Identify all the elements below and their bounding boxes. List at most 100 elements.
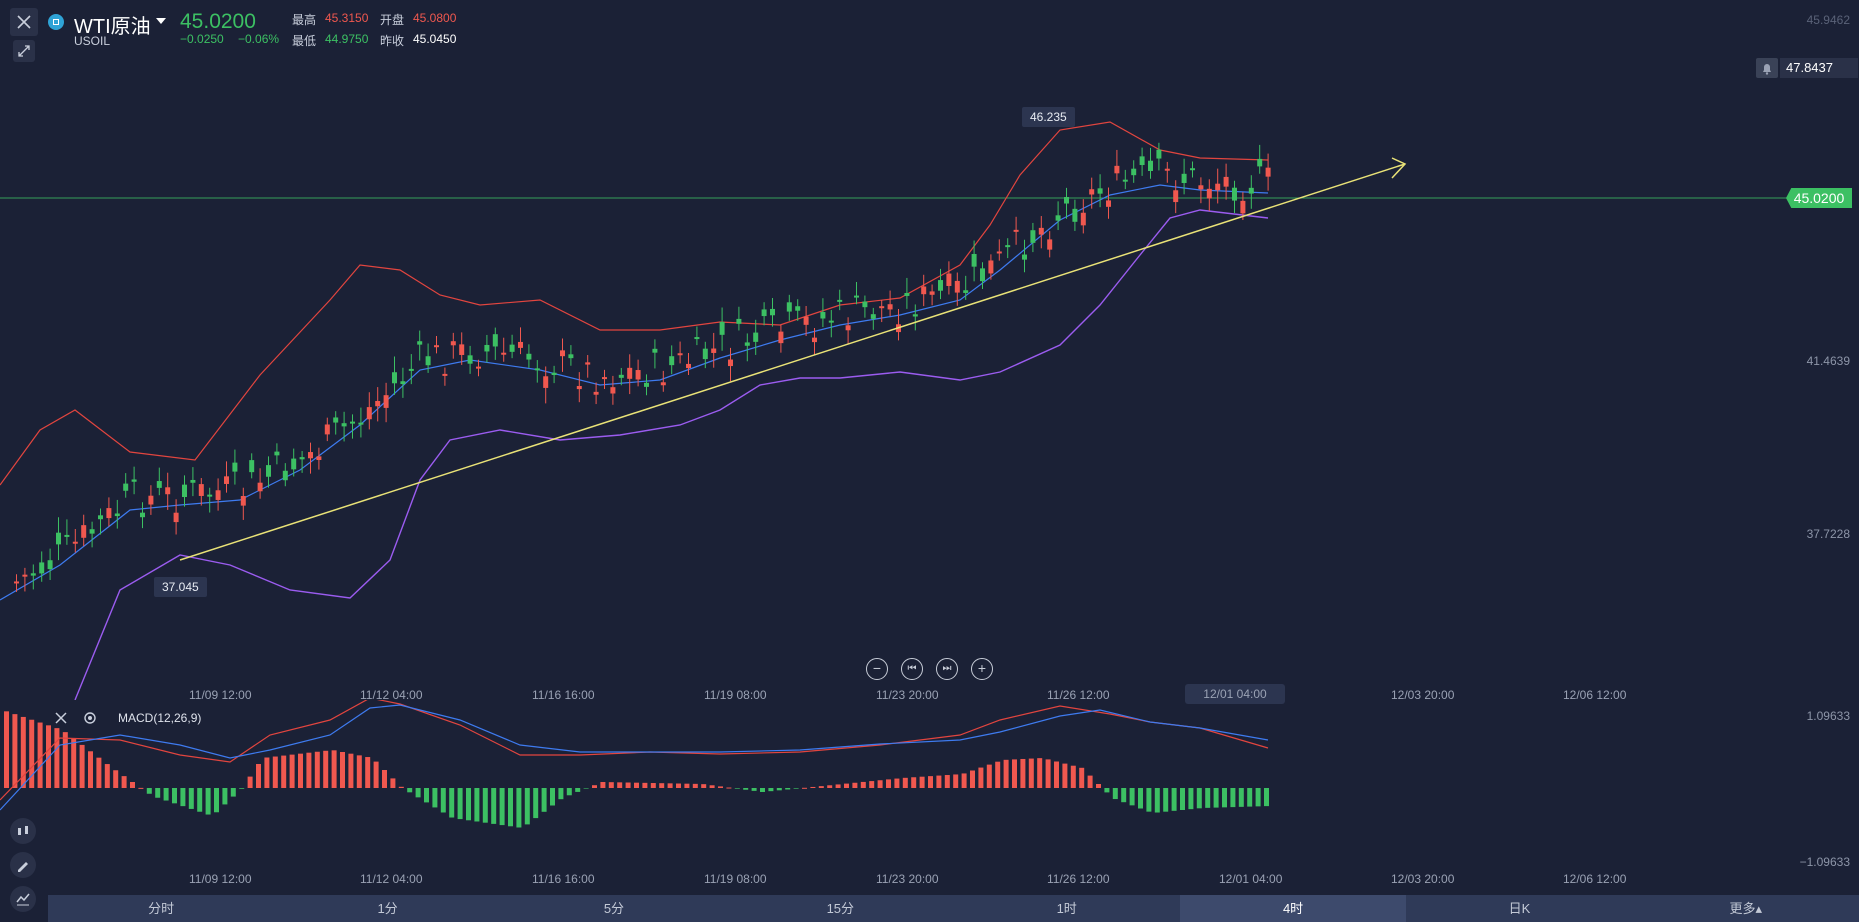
chevron-down-icon[interactable] [156, 18, 166, 24]
scroll-right-button[interactable]: ⏭ [936, 658, 958, 680]
macd-bar [104, 764, 110, 788]
macd-bar [1070, 765, 1076, 788]
candle-body [912, 314, 918, 317]
macd-chart[interactable] [0, 700, 1859, 880]
time-label: 11/19 08:00 [704, 688, 767, 702]
time-label: 11/16 16:00 [532, 688, 595, 702]
candle-body [47, 560, 53, 570]
candle-body [1038, 227, 1044, 235]
collapse-button[interactable] [13, 40, 35, 62]
candle-body [854, 295, 859, 298]
macd-bar [491, 788, 497, 824]
macd-bar [130, 782, 135, 788]
macd-bar [692, 783, 698, 788]
candle-body [417, 341, 423, 345]
tab-1hour[interactable]: 1时 [1056, 901, 1077, 916]
candle-body [786, 302, 792, 312]
macd-bar [1230, 788, 1236, 808]
candle-body [207, 494, 213, 497]
candle-body [778, 331, 784, 344]
macd-bar [1196, 788, 1202, 809]
macd-bar [743, 788, 749, 790]
candle-body [1257, 158, 1263, 167]
candle-body [719, 321, 725, 335]
candlestick-chart[interactable] [0, 0, 1859, 700]
tab-timeshare[interactable]: 分时 [148, 901, 175, 916]
candle-body [963, 290, 969, 293]
candle-body [1265, 167, 1271, 177]
macd-bar [676, 783, 681, 788]
macd-bar [575, 788, 581, 792]
time-label: 11/12 04:00 [360, 872, 423, 886]
time-label: 11/12 04:00 [360, 688, 423, 702]
candle-body [131, 479, 137, 482]
candle-body [954, 280, 960, 293]
indicator-settings-button[interactable] [83, 711, 97, 730]
draw-button[interactable] [10, 852, 36, 878]
time-label: 11/09 12:00 [189, 688, 252, 702]
candle-body [602, 377, 607, 380]
macd-bar [911, 777, 917, 788]
candle-body [308, 452, 313, 459]
candle-body [568, 354, 574, 359]
candle-body [946, 273, 952, 286]
macd-bar [508, 788, 513, 827]
indicator-button[interactable] [10, 886, 36, 912]
candle-body [240, 496, 246, 506]
crosshair-time-label: 12/01 04:00 [1185, 684, 1285, 704]
candle-body [1013, 229, 1019, 232]
candle-body [1080, 212, 1086, 226]
macd-bar [558, 788, 564, 800]
macd-bar [936, 775, 942, 788]
macd-bar [835, 784, 841, 788]
macd-bar [356, 755, 362, 788]
candle-body [56, 532, 61, 545]
macd-axis-top: 1.09633 [1806, 709, 1850, 723]
candle-body [324, 424, 330, 435]
zoom-in-button[interactable]: + [971, 658, 993, 680]
candle-body [114, 513, 120, 517]
macd-bar [760, 788, 765, 792]
candle-body [30, 573, 36, 576]
macd-bar [1138, 788, 1143, 809]
scroll-left-button[interactable]: ⏮ [901, 658, 923, 680]
candle-body [459, 344, 465, 355]
candle-body [1139, 156, 1145, 166]
candle-body [358, 422, 364, 425]
macd-bar [230, 788, 236, 797]
candle-body [509, 344, 515, 352]
candle-body [375, 400, 381, 407]
candle-body [1215, 183, 1221, 191]
tab-5min[interactable]: 5分 [603, 901, 625, 916]
macd-bar [20, 716, 26, 788]
candle-body [1055, 215, 1061, 221]
time-label: 11/09 12:00 [189, 872, 252, 886]
zoom-out-button[interactable]: − [866, 658, 888, 680]
timeframe-tabs: 分时 1分 5分 15分 1时 4时 日K 更多▴ [48, 895, 1859, 922]
tab-more[interactable]: 更多▴ [1729, 901, 1763, 916]
candle-body [929, 291, 935, 295]
macd-bar [390, 778, 396, 788]
tab-15min[interactable]: 15分 [826, 901, 855, 916]
macd-bar [533, 788, 539, 819]
candle-body [148, 495, 154, 505]
candle-body [173, 512, 179, 523]
tab-4hour[interactable]: 4时 [1179, 895, 1407, 922]
tab-1min[interactable]: 1分 [377, 901, 398, 916]
candle-body [803, 316, 809, 325]
indicator-close-button[interactable] [54, 711, 68, 730]
macd-bar [1037, 758, 1043, 788]
close-chart-button[interactable] [10, 8, 38, 36]
candle-body [224, 476, 229, 484]
tab-daily[interactable]: 日K [1508, 901, 1531, 916]
alert-button[interactable] [1756, 58, 1778, 78]
macd-bar [146, 788, 152, 794]
candle-type-button[interactable] [10, 818, 36, 844]
candle-body [543, 376, 549, 388]
candle-body [316, 456, 322, 460]
symbol-title[interactable]: WTI原油 [74, 16, 151, 38]
macd-bar [592, 785, 597, 788]
macd-bar [734, 788, 740, 789]
macd-bar [541, 788, 547, 812]
macd-bar [1112, 788, 1118, 800]
